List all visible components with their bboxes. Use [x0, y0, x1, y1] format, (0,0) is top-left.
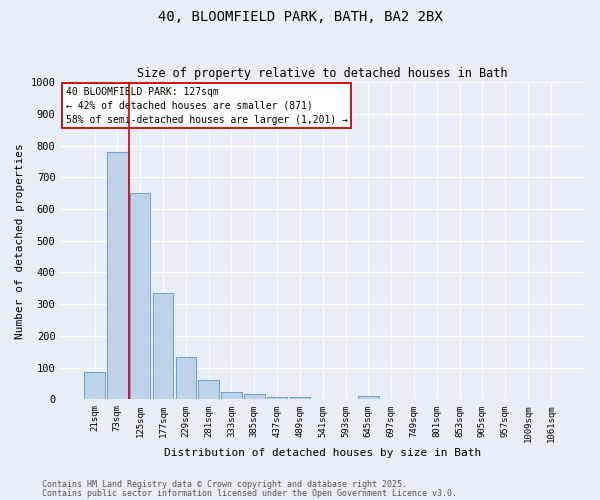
Text: 40 BLOOMFIELD PARK: 127sqm
← 42% of detached houses are smaller (871)
58% of sem: 40 BLOOMFIELD PARK: 127sqm ← 42% of deta… [65, 87, 347, 125]
Bar [244, 394, 265, 400]
Text: Contains HM Land Registry data © Crown copyright and database right 2025.: Contains HM Land Registry data © Crown c… [42, 480, 407, 489]
Title: Size of property relative to detached houses in Bath: Size of property relative to detached ho… [137, 66, 508, 80]
Text: 40, BLOOMFIELD PARK, BATH, BA2 2BX: 40, BLOOMFIELD PARK, BATH, BA2 2BX [158, 10, 442, 24]
Bar [130, 193, 151, 400]
Bar [267, 397, 287, 400]
Bar [290, 397, 310, 400]
Bar [153, 293, 173, 400]
Bar [221, 392, 242, 400]
Text: Contains public sector information licensed under the Open Government Licence v3: Contains public sector information licen… [42, 489, 457, 498]
Bar [176, 356, 196, 400]
Bar [199, 380, 219, 400]
Bar [84, 372, 105, 400]
Bar [358, 396, 379, 400]
Bar [107, 152, 128, 400]
Y-axis label: Number of detached properties: Number of detached properties [15, 143, 25, 338]
X-axis label: Distribution of detached houses by size in Bath: Distribution of detached houses by size … [164, 448, 481, 458]
